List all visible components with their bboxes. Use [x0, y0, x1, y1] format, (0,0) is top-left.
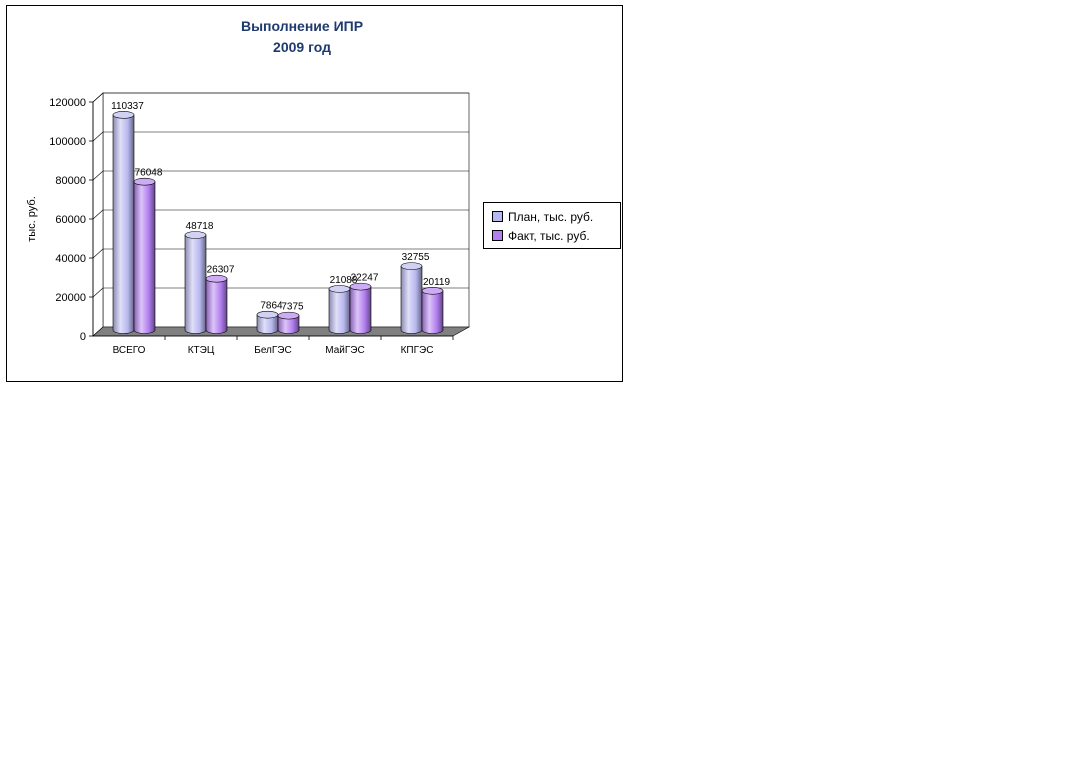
bar-plan	[400, 262, 423, 334]
data-label: 20119	[423, 277, 451, 288]
chart-title-line1: Выполнение ИПР	[240, 18, 364, 34]
data-label: 110337	[111, 101, 144, 112]
data-label: 21088	[330, 275, 358, 286]
gridline-side	[92, 92, 104, 103]
bar-plan	[112, 111, 135, 334]
bar-body	[400, 265, 423, 334]
bar-body	[133, 181, 156, 334]
bar-cap	[349, 282, 372, 291]
bar-plan	[256, 310, 279, 334]
data-label: 48718	[186, 221, 214, 232]
y-tick-label: 0	[80, 331, 86, 343]
legend: План, тыс. руб. Факт, тыс. руб.	[483, 202, 621, 249]
y-axis-label: тыс. руб.	[26, 196, 38, 242]
bar-body	[421, 290, 444, 334]
y-tick-label: 80000	[55, 175, 86, 187]
bar-body	[349, 286, 372, 334]
x-tick-label: МайГЭС	[325, 345, 364, 356]
bar-cap	[277, 311, 300, 320]
bar-plan	[184, 231, 207, 334]
y-tick-label: 40000	[55, 253, 86, 265]
bar-body	[205, 278, 228, 334]
chart-title: Выполнение ИПР 2009 год	[7, 16, 597, 58]
bar-body	[184, 234, 207, 334]
gridline-side	[92, 209, 104, 220]
x-tick-label: КТЭЦ	[188, 345, 215, 356]
bar-body	[112, 114, 135, 334]
bar-cap	[328, 285, 351, 293]
bar-cap	[421, 286, 444, 295]
gridline-side	[92, 248, 104, 259]
legend-swatch-fact	[492, 230, 503, 241]
bar-fact	[277, 311, 300, 334]
y-tick-label: 120000	[49, 97, 86, 109]
bar-body	[277, 315, 300, 334]
x-tick-label: ВСЕГО	[113, 345, 146, 356]
plot-area: 0 20000 40000 60000 80000 100000 120000 тыс. ру…	[26, 92, 471, 356]
bar-cap	[133, 177, 156, 186]
data-label: 26307	[207, 265, 235, 276]
data-label: 22247	[351, 273, 379, 284]
bar-plan	[328, 285, 351, 334]
legend-swatch-plan	[492, 211, 503, 222]
data-label: 32755	[402, 252, 430, 263]
bar-cap	[112, 111, 135, 119]
x-tick-label: КПГЭС	[401, 345, 434, 356]
bar-cap	[256, 310, 279, 319]
bar-cap	[400, 262, 423, 270]
bar-cap	[205, 274, 228, 283]
legend-label-fact: Факт, тыс. руб.	[508, 229, 590, 243]
bar-fact	[349, 282, 372, 334]
legend-item-fact: Факт, тыс. руб.	[492, 228, 590, 244]
legend-label-plan: План, тыс. руб.	[508, 210, 594, 224]
gridline-side	[92, 287, 104, 298]
data-label: 7375	[281, 302, 304, 313]
y-tick-label: 100000	[49, 136, 86, 148]
bar-fact	[133, 177, 156, 334]
data-label: 76048	[135, 168, 163, 179]
gridline-side	[92, 131, 104, 142]
data-label: 7864	[260, 301, 283, 312]
bar-fact	[421, 286, 444, 334]
gridline-side	[92, 170, 104, 181]
y-tick-label: 20000	[55, 292, 86, 304]
legend-item-plan: План, тыс. руб.	[492, 209, 593, 225]
x-tick-label: БелГЭС	[254, 345, 291, 356]
bar-cap	[184, 231, 207, 239]
chart-title-line2: 2009 год	[273, 39, 331, 55]
chart-frame: Выполнение ИПР 2009 год 0 20000 40000 60000…	[6, 5, 623, 382]
y-tick-label: 60000	[55, 214, 86, 226]
bar-body	[328, 288, 351, 334]
bar-fact	[205, 274, 228, 334]
